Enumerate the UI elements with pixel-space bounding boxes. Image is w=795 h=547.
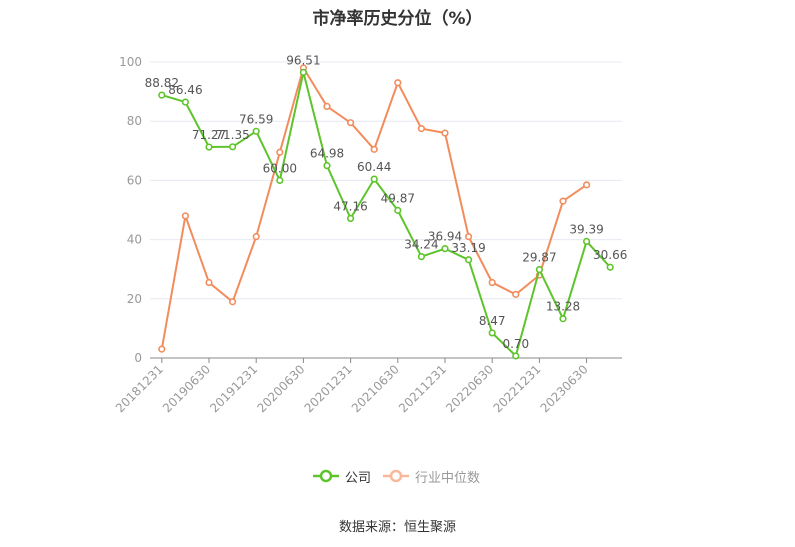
source-note: 数据来源：恒生聚源 [338, 520, 456, 535]
data-point [559, 315, 567, 323]
data-point [252, 127, 260, 135]
data-label: 36.94 [428, 230, 462, 244]
data-label: 64.98 [310, 147, 344, 161]
legend-swatch-company [313, 469, 339, 483]
series-1 [158, 64, 591, 353]
data-point [323, 162, 331, 170]
data-label: 34.24 [404, 238, 438, 252]
data-point [582, 181, 591, 189]
data-point [181, 212, 189, 220]
data-point [582, 237, 591, 246]
x-tick-label: 20201231 [302, 362, 355, 415]
y-tick-label: 80 [127, 114, 142, 128]
data-point [229, 143, 237, 151]
y-tick-label: 100 [119, 55, 142, 69]
data-label: 71.27 [192, 128, 226, 142]
data-point [158, 345, 166, 353]
x-tick-label: 20190630 [160, 362, 213, 415]
data-label: 39.39 [569, 222, 603, 236]
series-line [161, 72, 611, 358]
data-label: 60.00 [263, 161, 297, 175]
data-point [441, 129, 449, 137]
data-point [276, 176, 284, 184]
x-tick-label: 20210630 [349, 362, 402, 415]
data-label: 86.46 [168, 83, 202, 97]
data-label: 88.82 [145, 76, 179, 90]
data-label: 0.70 [502, 337, 529, 351]
x-tick-label: 20211231 [396, 362, 449, 415]
series-line [160, 65, 588, 350]
x-tick-label: 20230630 [538, 362, 591, 415]
data-point [465, 256, 473, 264]
data-point [347, 214, 355, 223]
data-point [465, 233, 473, 241]
legend-item-industry[interactable]: 行业中位数 [383, 466, 480, 486]
y-tick-label: 0 [134, 351, 142, 365]
y-tick-label: 20 [127, 292, 142, 306]
data-label: 33.19 [451, 241, 485, 255]
x-tick-label: 20221231 [490, 362, 543, 415]
data-point [229, 298, 237, 306]
data-label: 60.44 [357, 160, 391, 174]
data-point [158, 91, 166, 99]
data-point [205, 278, 213, 287]
data-label: 49.87 [381, 191, 415, 205]
data-point [370, 145, 378, 153]
data-point [441, 245, 449, 253]
data-label: 30.66 [593, 248, 627, 262]
data-point [181, 98, 189, 106]
data-point [252, 233, 260, 241]
legend-item-company[interactable]: 公司 [313, 466, 371, 486]
x-tick-label: 20200630 [254, 362, 307, 415]
data-point [205, 143, 213, 151]
data-label: 29.87 [522, 251, 556, 265]
data-point [512, 290, 520, 298]
x-tick-label: 20181231 [113, 362, 166, 415]
y-tick-label: 60 [127, 173, 142, 187]
data-point [488, 329, 496, 337]
data-point [488, 278, 496, 287]
data-label: 8.47 [479, 314, 506, 328]
data-point [535, 265, 544, 274]
data-label: 13.28 [546, 300, 580, 314]
legend-label-company: 公司 [345, 470, 372, 486]
data-label: 76.59 [239, 112, 273, 126]
data-label: 71.35 [215, 128, 249, 142]
data-point [559, 197, 567, 205]
data-point [299, 68, 308, 76]
x-tick-label: 20191231 [207, 362, 260, 415]
y-tick-label: 40 [127, 233, 142, 247]
legend-swatch-industry [383, 469, 409, 483]
data-point [417, 253, 426, 261]
data-label: 96.51 [286, 53, 320, 67]
legend-label-industry: 行业中位数 [415, 470, 481, 486]
data-point [370, 175, 378, 183]
data-point [323, 102, 331, 110]
chart-title: 市净率历史分位（%） [312, 9, 483, 29]
data-point [512, 352, 520, 360]
data-point [394, 206, 402, 214]
data-point [347, 119, 355, 127]
x-tick-label: 20220630 [443, 362, 496, 415]
legend: 公司 行业中位数 [0, 466, 795, 486]
data-point [276, 148, 284, 156]
data-label: 47.16 [333, 199, 367, 213]
data-point [394, 79, 402, 87]
data-point [606, 263, 614, 271]
data-point [417, 125, 426, 133]
